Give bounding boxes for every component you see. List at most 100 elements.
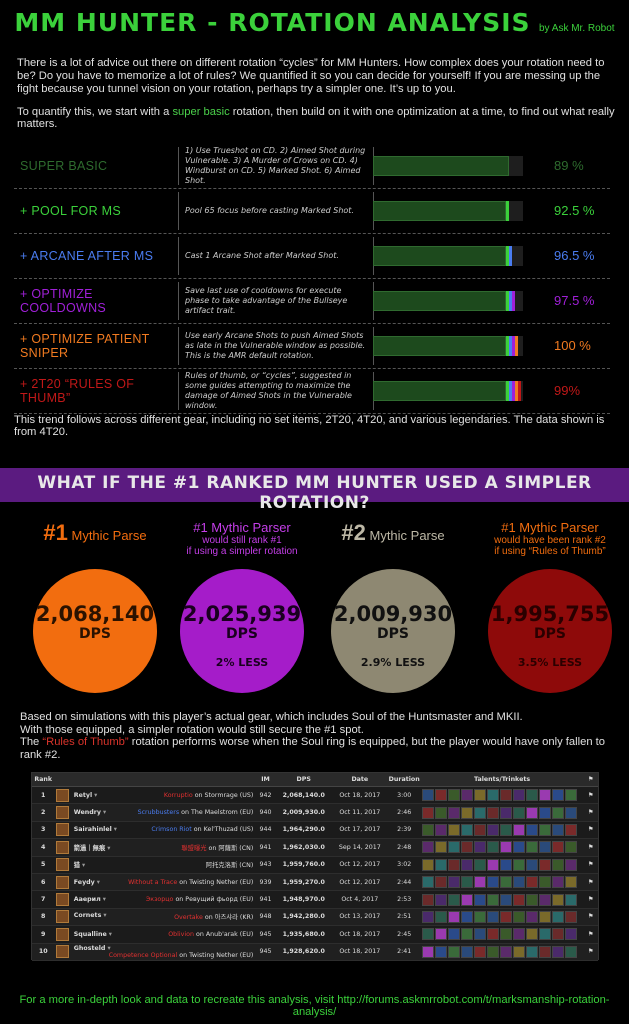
talent-icon[interactable] — [448, 910, 461, 923]
guild-name[interactable]: Экзорцо — [145, 896, 174, 904]
talent-icon[interactable] — [448, 945, 461, 958]
talent-icon[interactable] — [565, 858, 578, 871]
talent-icon[interactable] — [448, 823, 461, 836]
chevron-down-icon[interactable]: ▾ — [100, 896, 106, 904]
talent-icon[interactable] — [539, 928, 552, 941]
talent-icon[interactable] — [539, 893, 552, 906]
guild-name[interactable]: Overtake — [174, 914, 203, 922]
talent-icon[interactable] — [461, 893, 474, 906]
player-name[interactable]: Ааерил — [73, 896, 101, 904]
talent-icon[interactable] — [461, 928, 474, 941]
talent-icon[interactable] — [500, 858, 513, 871]
chevron-down-icon[interactable]: ▾ — [105, 844, 111, 852]
talent-icon[interactable] — [526, 841, 539, 854]
talent-icon[interactable] — [526, 789, 539, 802]
talent-icon[interactable] — [435, 858, 448, 871]
player-name[interactable]: Cornets — [73, 912, 102, 920]
talent-icon[interactable] — [435, 789, 448, 802]
talent-icon[interactable] — [422, 945, 435, 958]
talent-icon[interactable] — [474, 858, 487, 871]
talent-icon[interactable] — [500, 841, 513, 854]
talent-icon[interactable] — [461, 945, 474, 958]
flag-icon[interactable]: ⚑ — [583, 786, 598, 805]
talent-icon[interactable] — [487, 858, 500, 871]
talent-icon[interactable] — [539, 858, 552, 871]
guild-name[interactable]: Korruptio — [163, 791, 193, 799]
player-name[interactable]: 猎 — [73, 862, 81, 870]
talent-icon[interactable] — [422, 841, 435, 854]
player-name[interactable]: Ghosteld — [73, 944, 106, 952]
talent-icon[interactable] — [448, 893, 461, 906]
talent-icon[interactable] — [513, 893, 526, 906]
talent-icon[interactable] — [513, 858, 526, 871]
talent-icon[interactable] — [474, 823, 487, 836]
talent-icon[interactable] — [461, 876, 474, 889]
talent-icon[interactable] — [539, 876, 552, 889]
talent-icon[interactable] — [565, 876, 578, 889]
talent-icon[interactable] — [461, 806, 474, 819]
guild-name[interactable]: Crimson Riot — [151, 826, 192, 834]
talent-icon[interactable] — [513, 876, 526, 889]
talent-icon[interactable] — [474, 945, 487, 958]
talent-icon[interactable] — [435, 928, 448, 941]
flag-icon[interactable]: ⚑ — [583, 908, 598, 927]
talent-icon[interactable] — [500, 876, 513, 889]
table-row[interactable]: 3 Sairahinlel ▾ Crimson Riot on Kel'Thuza… — [32, 821, 598, 840]
talent-icon[interactable] — [552, 910, 565, 923]
talent-icon[interactable] — [487, 893, 500, 906]
talent-icon[interactable] — [552, 876, 565, 889]
talent-icon[interactable] — [422, 823, 435, 836]
chevron-down-icon[interactable]: ▾ — [105, 944, 111, 952]
flag-icon[interactable]: ⚑ — [583, 838, 598, 857]
table-row[interactable]: 1 Retyl ▾ Korruptio on Stormrage (US) 942 2… — [32, 786, 598, 805]
chevron-down-icon[interactable]: ▾ — [100, 809, 107, 817]
talent-icon[interactable] — [422, 789, 435, 802]
talent-icon[interactable] — [552, 841, 565, 854]
talent-icon[interactable] — [474, 841, 487, 854]
talent-icon[interactable] — [565, 789, 578, 802]
table-row[interactable]: 5 猎 ▾ 阿托克洛斯 (CN) 943 1,959,760.0 Oct 12, 201… — [32, 856, 598, 874]
talent-icon[interactable] — [565, 841, 578, 854]
talent-icon[interactable] — [513, 823, 526, 836]
talent-icon[interactable] — [565, 806, 578, 819]
player-name[interactable]: 箭過｜無痕 — [73, 844, 106, 852]
talent-icon[interactable] — [552, 928, 565, 941]
talent-icon[interactable] — [500, 928, 513, 941]
talent-icon[interactable] — [513, 806, 526, 819]
talent-icon[interactable] — [552, 806, 565, 819]
talent-icon[interactable] — [526, 823, 539, 836]
talent-icon[interactable] — [526, 806, 539, 819]
player-name[interactable]: Sairahinlel — [73, 826, 112, 834]
talent-icon[interactable] — [513, 841, 526, 854]
talent-icon[interactable] — [513, 945, 526, 958]
player-name[interactable]: Squalline — [73, 930, 107, 938]
talent-icon[interactable] — [448, 806, 461, 819]
flag-icon[interactable]: ⚑ — [583, 943, 598, 961]
talent-icon[interactable] — [487, 928, 500, 941]
talent-icon[interactable] — [539, 910, 552, 923]
talent-icon[interactable] — [435, 910, 448, 923]
talent-icon[interactable] — [461, 841, 474, 854]
talent-icon[interactable] — [539, 789, 552, 802]
talent-icon[interactable] — [552, 893, 565, 906]
talent-icon[interactable] — [474, 910, 487, 923]
talent-icon[interactable] — [474, 789, 487, 802]
talent-icon[interactable] — [461, 789, 474, 802]
table-row[interactable]: 9 Squalline ▾ Oblivion on Anub'arak (EU) 9… — [32, 925, 598, 944]
chevron-down-icon[interactable]: ▾ — [80, 862, 86, 870]
guild-name[interactable]: Scrubbusters — [137, 809, 180, 817]
talent-icon[interactable] — [487, 876, 500, 889]
guild-name[interactable]: 聯盟曝光 — [181, 844, 207, 852]
flag-icon[interactable]: ⚑ — [583, 890, 598, 909]
talent-icon[interactable] — [565, 945, 578, 958]
flag-icon[interactable]: ⚑ — [583, 873, 598, 892]
talent-icon[interactable] — [565, 928, 578, 941]
talent-icon[interactable] — [422, 806, 435, 819]
talent-icon[interactable] — [474, 893, 487, 906]
flag-icon[interactable]: ⚑ — [583, 803, 598, 822]
flag-icon[interactable]: ⚑ — [583, 821, 598, 840]
talent-icon[interactable] — [422, 928, 435, 941]
talent-icon[interactable] — [513, 789, 526, 802]
talent-icon[interactable] — [435, 806, 448, 819]
talent-icon[interactable] — [552, 789, 565, 802]
